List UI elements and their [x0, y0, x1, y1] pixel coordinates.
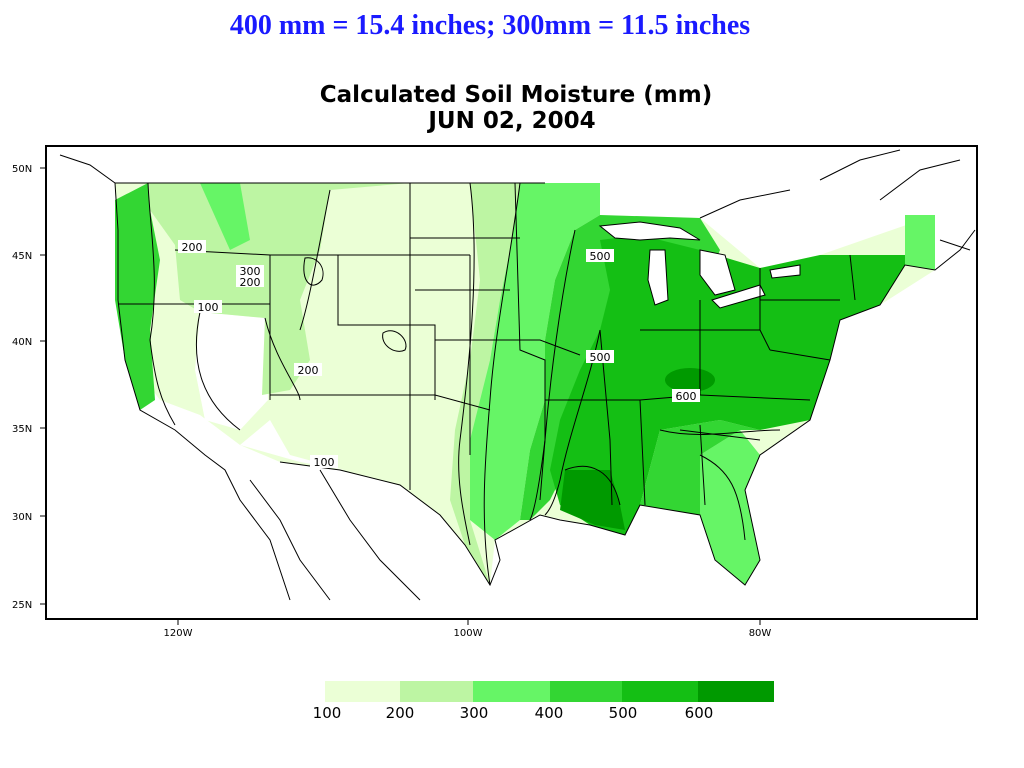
contour-label: 100: [314, 456, 335, 469]
lake-superior: [598, 221, 701, 241]
legend-swatch: [473, 681, 550, 702]
lat-label-30: 30N: [12, 512, 32, 523]
lon-label-100w: 100W: [454, 628, 483, 639]
map-body: [59, 149, 976, 601]
legend-label: 300: [460, 704, 489, 722]
region-400-500-southeast: [640, 420, 760, 515]
region-300-400-northeast: [905, 215, 935, 270]
region-over-600-louisiana: [560, 470, 625, 530]
legend-label: 600: [685, 704, 714, 722]
lake-huron: [699, 249, 736, 296]
map-title: Calculated Soil Moisture (mm): [319, 82, 713, 108]
mexico-border: [249, 469, 421, 601]
legend-swatch: [622, 681, 698, 702]
region-200-300: [148, 183, 410, 395]
contour-label: 100: [198, 301, 219, 314]
region-under-100-nevada: [195, 312, 268, 430]
region-300-400-northwest: [200, 183, 250, 250]
lon-axis: 120W 100W 80W: [164, 619, 772, 639]
legend-swatch: [550, 681, 622, 702]
region-over-600-kentucky: [665, 368, 715, 392]
lat-label-40: 40N: [12, 337, 32, 348]
legend-label: 500: [609, 704, 638, 722]
region-400-500-west: [115, 183, 160, 410]
contour-label: 600: [676, 390, 697, 403]
slide-title: 400 mm = 15.4 inches; 300mm = 11.5 inche…: [229, 10, 751, 41]
legend-label: 400: [535, 704, 564, 722]
region-300-400-florida: [700, 430, 760, 585]
legend: 100 200 300 400 500 600: [313, 681, 774, 722]
contour-label: 200: [298, 364, 319, 377]
canada-lines: [699, 149, 971, 251]
lake-michigan: [647, 249, 669, 306]
lon-label-120w: 120W: [164, 628, 193, 639]
contour-labels: 200 300 200 100 200 100 500 500 600: [178, 240, 700, 469]
lat-label-25: 25N: [12, 600, 32, 611]
legend-swatch: [325, 681, 400, 702]
lon-label-80w: 80W: [749, 628, 772, 639]
map-date: JUN 02, 2004: [428, 108, 596, 134]
lat-label-45: 45N: [12, 251, 32, 262]
region-300-400: [470, 183, 600, 540]
map-frame: [45, 145, 978, 620]
lat-axis: 50N 45N 40N 35N 30N 25N: [12, 164, 46, 611]
lat-label-35: 35N: [12, 424, 32, 435]
legend-swatch: [400, 681, 473, 702]
us-coastline: [59, 154, 976, 601]
legend-swatch: [698, 681, 774, 702]
region-500-600: [550, 235, 905, 535]
contour-lines: [147, 182, 781, 586]
region-under-100-southwest: [240, 420, 345, 470]
legend-label: 100: [313, 704, 342, 722]
contour-label: 300: [240, 265, 261, 278]
contour-label: 500: [590, 250, 611, 263]
legend-label: 200: [386, 704, 415, 722]
region-200-300-east: [450, 183, 520, 585]
contour-label: 200: [182, 241, 203, 254]
lake-erie: [711, 284, 766, 309]
contour-label: 500: [590, 351, 611, 364]
lake-ontario: [769, 264, 801, 279]
lat-label-50: 50N: [12, 164, 32, 175]
contour-label: 200: [240, 276, 261, 289]
